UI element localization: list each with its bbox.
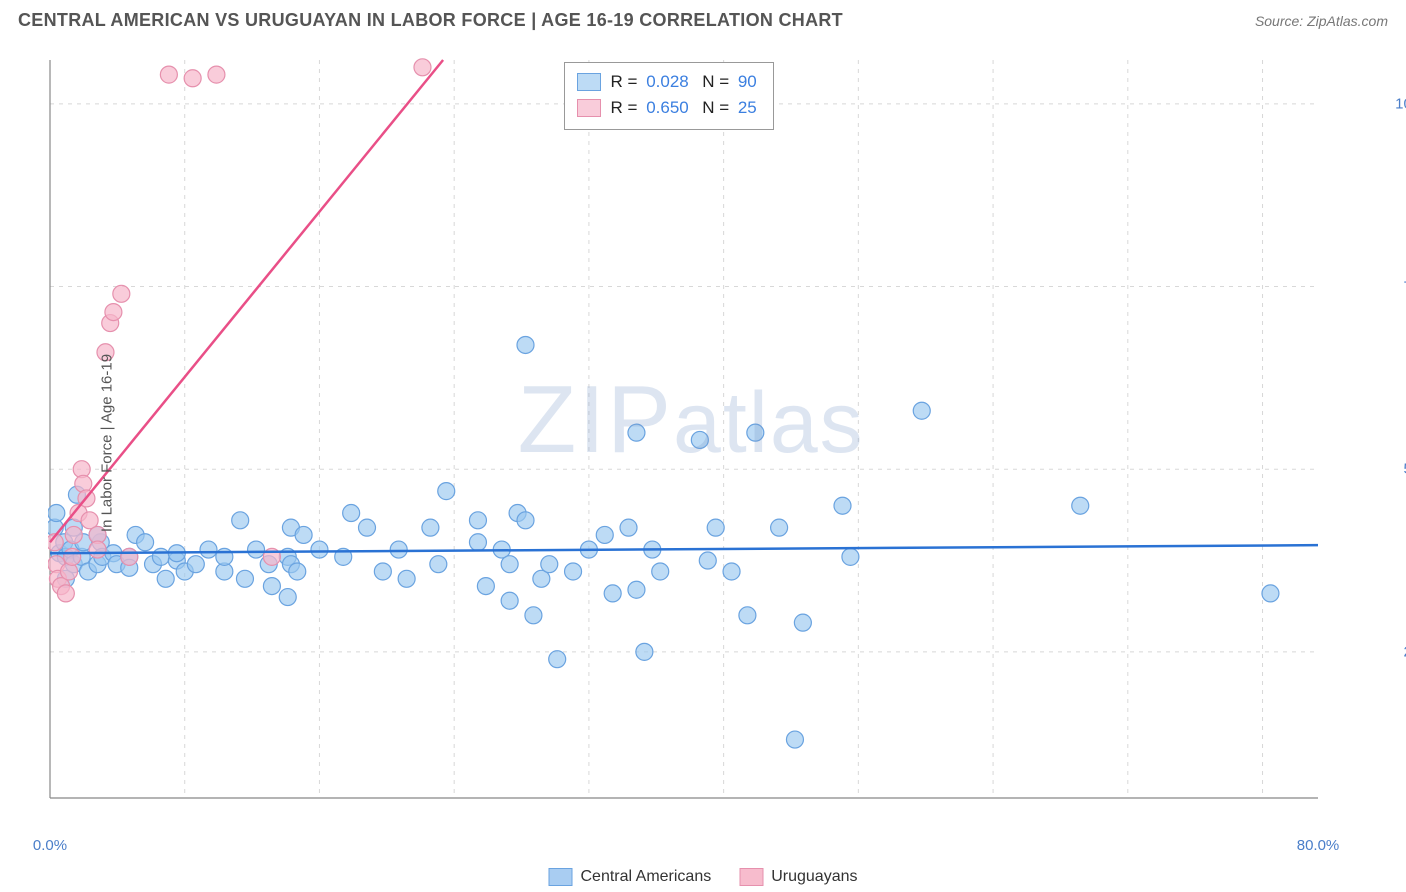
stats-legend-box: R = 0.028 N = 90 R = 0.650 N = 25	[564, 62, 774, 130]
scatter-plot-svg	[48, 58, 1388, 828]
legend-item: Central Americans	[549, 868, 712, 886]
legend-label: Uruguayans	[771, 868, 857, 886]
y-tick-label: 100.0%	[1395, 95, 1406, 112]
source-attribution: Source: ZipAtlas.com	[1255, 13, 1388, 29]
legend-swatch	[739, 868, 763, 886]
legend-swatch	[549, 868, 573, 886]
stats-row: R = 0.028 N = 90	[577, 69, 761, 95]
chart-container: CENTRAL AMERICAN VS URUGUAYAN IN LABOR F…	[0, 0, 1406, 892]
series-swatch	[577, 99, 601, 117]
bottom-legend: Central Americans Uruguayans	[549, 868, 858, 886]
header-bar: CENTRAL AMERICAN VS URUGUAYAN IN LABOR F…	[0, 0, 1406, 31]
series-swatch	[577, 73, 601, 91]
y-axis-label: In Labor Force | Age 16-19	[99, 354, 116, 532]
x-tick-label: 80.0%	[1297, 837, 1340, 854]
legend-item: Uruguayans	[739, 868, 857, 886]
legend-label: Central Americans	[581, 868, 712, 886]
stats-text: R = 0.028 N = 90	[611, 72, 761, 92]
x-tick-label: 0.0%	[33, 837, 67, 854]
stats-row: R = 0.650 N = 25	[577, 95, 761, 121]
stats-text: R = 0.650 N = 25	[611, 98, 761, 118]
plot-area: In Labor Force | Age 16-19 ZIPatlas R = …	[48, 58, 1388, 828]
chart-title: CENTRAL AMERICAN VS URUGUAYAN IN LABOR F…	[18, 10, 843, 31]
